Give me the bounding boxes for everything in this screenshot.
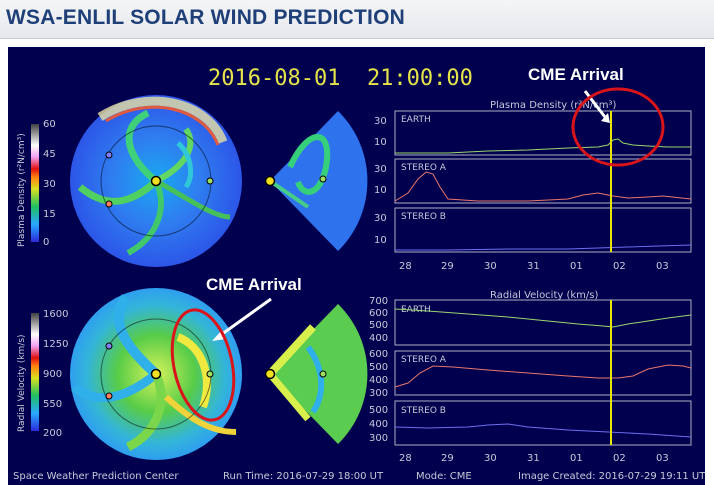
density-plot-earth: EARTH 30 10: [374, 110, 692, 156]
y-tick: 30: [374, 213, 387, 224]
y-tick: 30: [374, 164, 387, 175]
cme-label-bottom: CME Arrival: [206, 275, 302, 294]
x-tick: 30: [484, 453, 497, 464]
velocity-colorbar: 1600 1250 900 550 200 Radial Velocity (k…: [17, 309, 68, 439]
x-axis-density: 28 29 30 31 01 02 03: [399, 261, 669, 272]
x-tick: 29: [441, 453, 454, 464]
y-tick: 500: [369, 362, 388, 373]
colorbar-tick: 60: [43, 119, 56, 130]
panel-label: STEREO B: [401, 212, 446, 222]
y-tick: 10: [374, 235, 387, 246]
x-tick: 02: [613, 261, 626, 272]
colorbar-tick: 200: [43, 428, 62, 439]
colorbar-tick: 550: [43, 399, 62, 410]
y-tick: 10: [374, 137, 387, 148]
velocity-disk: [70, 288, 242, 460]
density-plot-title: Plasma Density (r²N/cm³): [490, 100, 617, 111]
x-tick: 29: [441, 261, 454, 272]
y-tick: 500: [369, 320, 388, 331]
density-wedge: [264, 111, 368, 251]
y-tick: 400: [369, 333, 388, 344]
footer-image-created: Image Created: 2016-07-29 19:11 UT: [518, 471, 705, 482]
x-tick: 03: [656, 453, 669, 464]
y-tick: 300: [369, 433, 388, 444]
y-tick: 400: [369, 419, 388, 430]
colorbar-tick: 45: [43, 149, 56, 160]
cme-annotation-top: CME Arrival: [528, 65, 665, 167]
y-tick: 700: [369, 296, 388, 307]
x-tick: 31: [527, 453, 540, 464]
y-tick: 600: [369, 349, 388, 360]
image-footer: Space Weather Prediction Center Run Time…: [13, 471, 705, 482]
velocity-plot-stereo-b: STEREO B 500 400 300: [369, 400, 692, 446]
velocity-plot-title: Radial Velocity (km/s): [490, 290, 598, 301]
footer-center: Space Weather Prediction Center: [13, 471, 179, 482]
velocity-wedge: [264, 304, 368, 444]
x-tick: 31: [527, 261, 540, 272]
density-colorbar: 60 45 30 15 0 Plasma Density (r²N/cm³): [17, 119, 56, 248]
footer-run-time: Run Time: 2016-07-29 18:00 UT: [223, 471, 384, 482]
y-tick: 30: [374, 116, 387, 127]
panel-label: STEREO B: [401, 406, 446, 416]
density-disk: [70, 95, 242, 267]
enlil-image: 2016-08-01 21:00:00 60 45 30 15 0 Plasma…: [8, 47, 705, 485]
x-tick: 01: [570, 453, 583, 464]
density-colorbar-label: Plasma Density (r²N/cm³): [17, 133, 27, 247]
footer-mode: Mode: CME: [416, 471, 472, 482]
velocity-plot-earth: EARTH 700 600 500 400: [369, 296, 692, 346]
density-plot-stereo-a: STEREO A 30 10: [374, 158, 692, 204]
panel-label: STEREO A: [401, 163, 447, 173]
x-tick: 28: [399, 261, 412, 272]
colorbar-tick: 30: [43, 179, 56, 190]
x-tick: 02: [613, 453, 626, 464]
colorbar-tick: 15: [43, 209, 56, 220]
velocity-colorbar-label: Radial Velocity (km/s): [17, 334, 27, 432]
y-tick: 600: [369, 308, 388, 319]
x-tick: 28: [399, 453, 412, 464]
cme-annotation-bottom: CME Arrival: [170, 275, 302, 422]
datetime-stamp: 2016-08-01 21:00:00: [208, 66, 473, 91]
density-plot-stereo-b: STEREO B 30 10: [374, 207, 692, 253]
page-header: WSA-ENLIL SOLAR WIND PREDICTION: [0, 0, 714, 39]
colorbar-tick: 1600: [43, 309, 68, 320]
y-tick: 500: [369, 405, 388, 416]
x-axis-velocity: 28 29 30 31 01 02 03: [399, 453, 669, 464]
colorbar-tick: 1250: [43, 339, 68, 350]
y-tick: 400: [369, 375, 388, 386]
page-title: WSA-ENLIL SOLAR WIND PREDICTION: [6, 6, 405, 29]
colorbar-tick: 0: [43, 237, 49, 248]
x-tick: 30: [484, 261, 497, 272]
panel-label: EARTH: [401, 115, 431, 125]
panel-label: STEREO A: [401, 355, 447, 365]
y-tick: 300: [369, 388, 388, 399]
y-tick: 10: [374, 185, 387, 196]
velocity-plot-stereo-a: STEREO A 600 500 400 300: [369, 349, 692, 399]
x-tick: 03: [656, 261, 669, 272]
colorbar-tick: 900: [43, 369, 62, 380]
cme-label-top: CME Arrival: [528, 65, 624, 84]
x-tick: 01: [570, 261, 583, 272]
